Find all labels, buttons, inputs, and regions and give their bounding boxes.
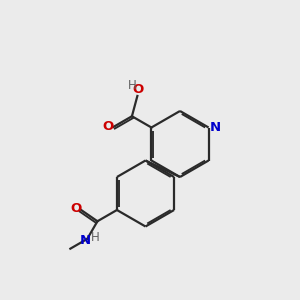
Text: O: O	[132, 83, 144, 96]
Text: N: N	[79, 234, 90, 247]
Text: H: H	[128, 79, 136, 92]
Text: N: N	[210, 121, 221, 134]
Text: O: O	[103, 120, 114, 133]
Text: H: H	[91, 231, 100, 244]
Text: O: O	[70, 202, 81, 215]
